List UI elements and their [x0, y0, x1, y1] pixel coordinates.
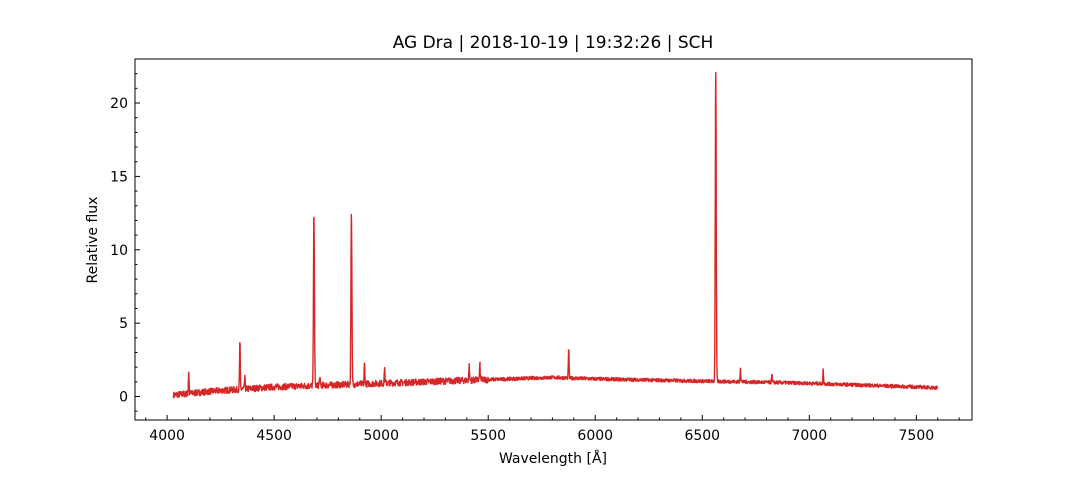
y-tick-label: 0	[119, 390, 128, 406]
x-tick-label: 6000	[577, 428, 613, 444]
axes-frame	[134, 58, 973, 421]
y-tick-label: 10	[110, 243, 128, 259]
chart-title: AG Dra | 2018-10-19 | 19:32:26 | SCH	[393, 33, 714, 53]
y-tick-label: 20	[110, 96, 128, 112]
plot-area	[172, 71, 939, 399]
y-tick-label: 5	[119, 316, 128, 332]
x-axis-label: Wavelength [Å]	[499, 450, 607, 467]
spectrum-line	[172, 71, 939, 399]
x-tick-label: 6500	[684, 428, 720, 444]
y-axis: 0 5 10 15 20	[110, 73, 140, 412]
x-tick-label: 5500	[470, 428, 506, 444]
y-tick-label: 15	[110, 169, 128, 185]
x-tick-label: 4500	[256, 428, 292, 444]
x-axis: 4000 4500 5000 5500 6000 6500 7000 7500	[145, 415, 960, 444]
y-axis-label: Relative flux	[85, 197, 101, 284]
x-tick-label: 7000	[791, 428, 827, 444]
x-tick-label: 5000	[363, 428, 399, 444]
x-tick-label: 7500	[899, 428, 935, 444]
x-tick-label: 4000	[149, 428, 185, 444]
